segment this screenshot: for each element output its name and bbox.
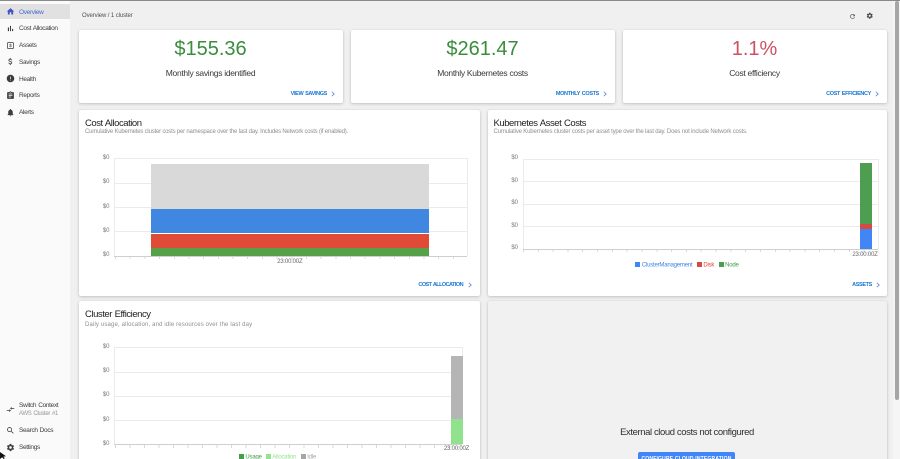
- svg-text:$: $: [9, 43, 12, 49]
